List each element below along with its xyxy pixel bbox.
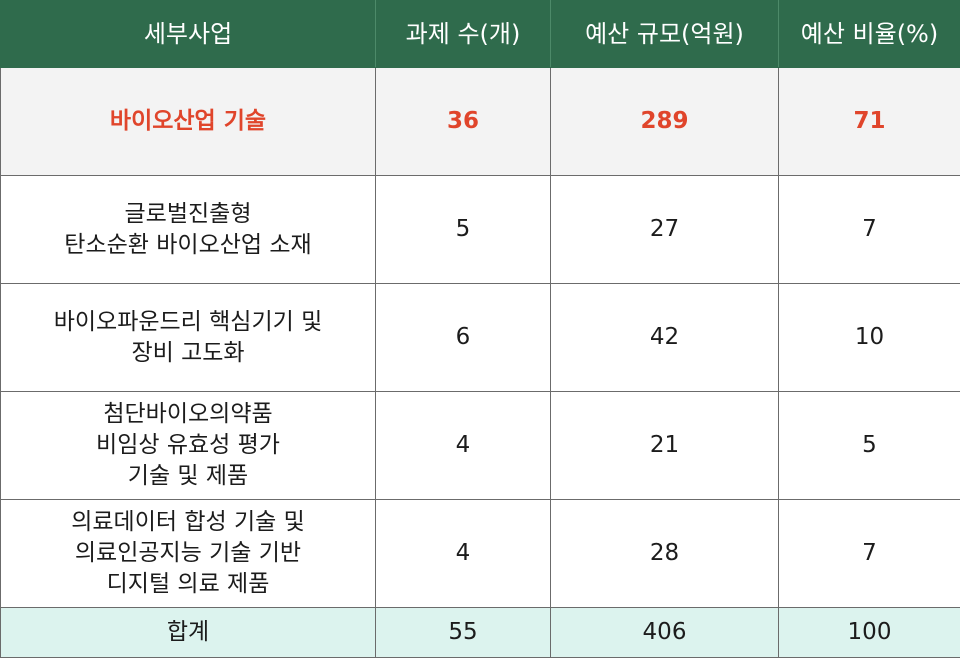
- header-task-count: 과제 수(개): [375, 0, 551, 68]
- total-budget-size: 406: [550, 607, 779, 658]
- total-label: 합계: [0, 607, 376, 658]
- budget-size: 289: [550, 67, 779, 176]
- header-subproject: 세부사업: [0, 0, 376, 68]
- total-budget-ratio: 100: [778, 607, 960, 658]
- budget-size: 42: [550, 283, 779, 392]
- subproject-name: 첨단바이오의약품 비임상 유효성 평가 기술 및 제품: [0, 391, 376, 500]
- table-row: 바이오파운드리 핵심기기 및 장비 고도화 6 42 10: [0, 283, 960, 392]
- task-count: 6: [375, 283, 551, 392]
- task-count: 5: [375, 175, 551, 284]
- header-budget-size: 예산 규모(억원): [550, 0, 779, 68]
- header-budget-ratio: 예산 비율(%): [778, 0, 960, 68]
- subproject-name: 바이오파운드리 핵심기기 및 장비 고도화: [0, 283, 376, 392]
- total-row: 합계 55 406 100: [0, 607, 960, 658]
- table-row: 의료데이터 합성 기술 및 의료인공지능 기술 기반 디지털 의료 제품 4 2…: [0, 499, 960, 608]
- table-row: 바이오산업 기술 36 289 71: [0, 67, 960, 176]
- table-row: 첨단바이오의약품 비임상 유효성 평가 기술 및 제품 4 21 5: [0, 391, 960, 500]
- budget-size: 28: [550, 499, 779, 608]
- budget-ratio: 5: [778, 391, 960, 500]
- budget-size: 21: [550, 391, 779, 500]
- budget-ratio: 7: [778, 499, 960, 608]
- subproject-name: 의료데이터 합성 기술 및 의료인공지능 기술 기반 디지털 의료 제품: [0, 499, 376, 608]
- header-row: 세부사업 과제 수(개) 예산 규모(억원) 예산 비율(%): [0, 0, 960, 68]
- table-row: 글로벌진출형 탄소순환 바이오산업 소재 5 27 7: [0, 175, 960, 284]
- total-task-count: 55: [375, 607, 551, 658]
- budget-size: 27: [550, 175, 779, 284]
- task-count: 36: [375, 67, 551, 176]
- subproject-name: 바이오산업 기술: [0, 67, 376, 176]
- subproject-name: 글로벌진출형 탄소순환 바이오산업 소재: [0, 175, 376, 284]
- task-count: 4: [375, 391, 551, 500]
- budget-ratio: 10: [778, 283, 960, 392]
- budget-ratio: 71: [778, 67, 960, 176]
- task-count: 4: [375, 499, 551, 608]
- budget-ratio: 7: [778, 175, 960, 284]
